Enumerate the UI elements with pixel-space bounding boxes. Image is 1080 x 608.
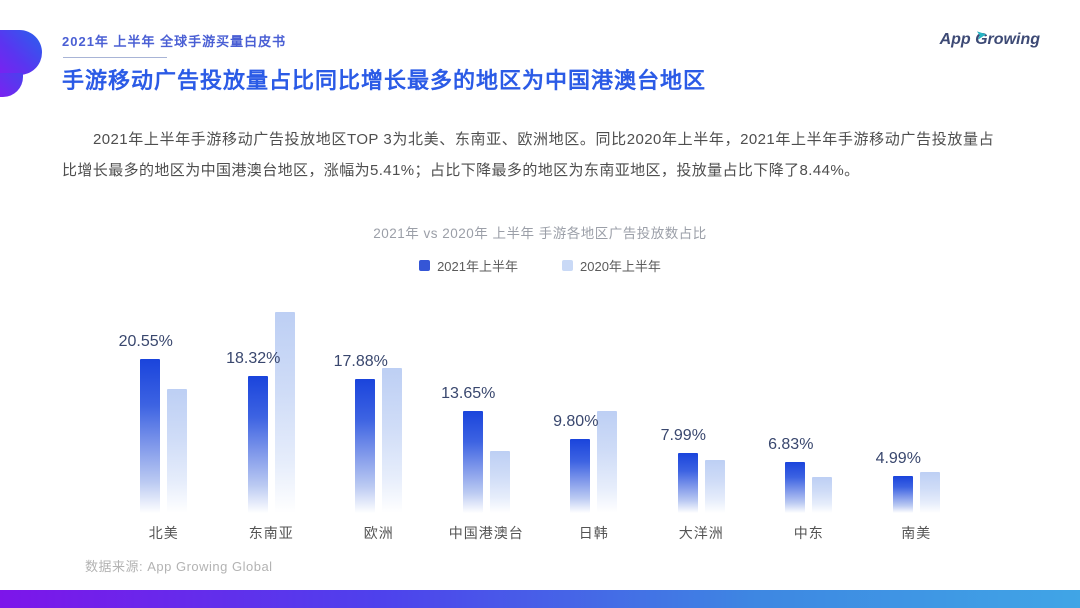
bar-pair [325, 300, 433, 513]
value-label-2021: 20.55% [118, 333, 173, 350]
corner-blob-decoration [0, 30, 42, 75]
report-eyebrow: 2021年 上半年 全球手游买量白皮书 [62, 34, 287, 49]
chart-category-group: 13.65% 中国港澳台 [433, 300, 541, 541]
category-label: 中东 [793, 525, 824, 541]
category-label: 北美 [148, 525, 179, 541]
legend-swatch-2021-icon [419, 260, 431, 271]
logo-arrow-icon: ➤ [974, 26, 988, 43]
bar-2021-东南亚 [247, 376, 268, 513]
category-label: 日韩 [578, 525, 609, 541]
bar-pair [648, 300, 756, 513]
page-title: 手游移动广告投放量占比同比增长最多的地区为中国港澳台地区 [62, 68, 707, 93]
category-label: 欧洲 [363, 525, 394, 541]
value-label-2021: 17.88% [333, 353, 388, 370]
bar-2021-欧洲 [355, 379, 376, 513]
logo-text: App Growing [939, 31, 1040, 48]
chart-title: 2021年 vs 2020年 上半年 手游各地区广告投放数占比 [373, 226, 707, 241]
bar-2020-大洋洲 [704, 460, 725, 513]
chart-legend: 2021年上半年 2020年上半年 [0, 256, 1080, 275]
bar-2021-南美 [892, 476, 913, 513]
bar-pair [863, 300, 971, 513]
bar-2021-日韩 [570, 439, 591, 513]
value-label-2021: 6.83% [768, 436, 814, 453]
bar-2020-东南亚 [274, 312, 295, 513]
category-label: 东南亚 [248, 525, 294, 541]
value-label-2021: 7.99% [660, 427, 706, 444]
bar-pair [540, 300, 648, 513]
bottom-gradient-band [0, 590, 1080, 608]
category-label: 中国港澳台 [448, 525, 524, 541]
value-label-2021: 13.65% [441, 385, 496, 402]
chart-category-group: 20.55% 北美 [110, 300, 218, 541]
chart-category-group: 7.99% 大洋洲 [648, 300, 756, 541]
value-label-2021: 4.99% [875, 450, 921, 467]
bar-2020-欧洲 [382, 368, 403, 513]
legend-label-2020: 2020年上半年 [580, 259, 661, 274]
legend-item-2021: 2021年上半年 [419, 256, 518, 275]
chart-category-group: 17.88% 欧洲 [325, 300, 433, 541]
bar-2020-中东 [812, 477, 833, 513]
bar-2021-大洋洲 [677, 453, 698, 513]
bar-pair [110, 300, 218, 513]
bar-2021-中国港澳台 [462, 411, 483, 513]
data-source-note: 数据来源: App Growing Global [85, 559, 273, 574]
value-label-2021: 9.80% [553, 413, 599, 430]
category-label: 大洋洲 [678, 525, 724, 541]
bar-2020-中国港澳台 [489, 451, 510, 513]
chart-category-group: 4.99% 南美 [863, 300, 971, 541]
chart-category-group: 9.80% 日韩 [540, 300, 648, 541]
chart-category-group: 6.83% 中东 [755, 300, 863, 541]
bar-2020-南美 [919, 472, 940, 513]
bar-2021-中东 [785, 462, 806, 513]
intro-paragraph: 2021年上半年手游移动广告投放地区TOP 3为北美、东南亚、欧洲地区。同比20… [62, 131, 994, 179]
bar-2020-日韩 [597, 411, 618, 513]
legend-label-2021: 2021年上半年 [437, 259, 518, 274]
legend-swatch-2020-icon [562, 260, 573, 271]
value-label-2021: 18.32% [226, 350, 281, 367]
bar-pair [755, 300, 863, 513]
bar-chart: 20.55% 北美 18.32% 东南亚 17.88% 欧洲 13.65% 中国港澳台 9.80… [110, 300, 971, 541]
bar-pair [433, 300, 541, 513]
app-growing-logo: App Growing ➤ [939, 26, 1040, 49]
chart-category-group: 18.32% 东南亚 [218, 300, 326, 541]
corner-blob-tail-decoration [0, 73, 23, 97]
bar-2020-北美 [167, 389, 188, 513]
eyebrow-underline [63, 57, 167, 58]
category-label: 南美 [901, 525, 932, 541]
bar-2021-北美 [140, 359, 161, 513]
legend-item-2020: 2020年上半年 [562, 256, 661, 275]
bar-pair [218, 300, 326, 513]
